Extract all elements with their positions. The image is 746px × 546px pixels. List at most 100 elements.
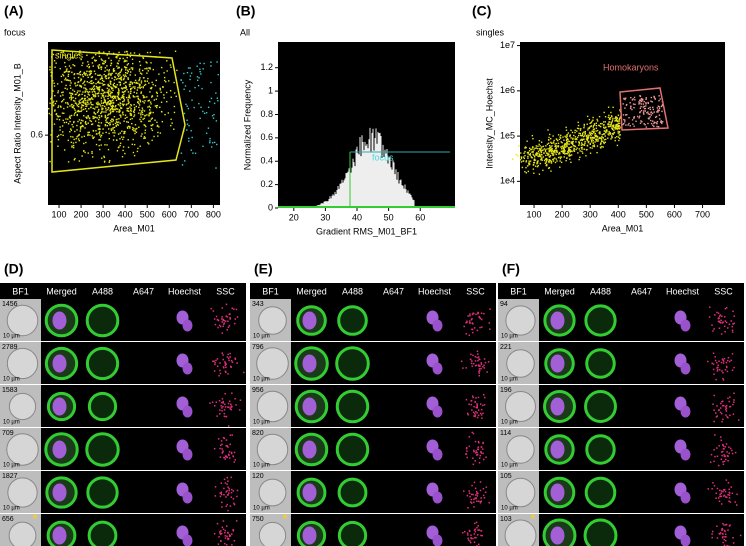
event-dot (98, 121, 100, 124)
event-dot (76, 73, 78, 75)
event-dot (605, 138, 607, 141)
event-dot (110, 86, 112, 88)
event-dot (160, 91, 162, 93)
ssc-dot (219, 372, 222, 375)
ssc-dot (468, 334, 471, 337)
event-dot (552, 158, 554, 161)
ssc-dot (225, 525, 228, 527)
event-dot (71, 92, 73, 95)
event-dot (77, 109, 80, 112)
event-dot (123, 100, 125, 102)
event-dot (578, 127, 580, 130)
ssc-dot (223, 437, 226, 440)
event-dot (130, 81, 132, 83)
event-dot (73, 120, 75, 123)
event-dot (655, 115, 658, 118)
event-dot (535, 154, 537, 156)
event-dot (124, 59, 126, 61)
event-dot (112, 123, 114, 126)
hoechst-nucleus (432, 534, 443, 546)
event-dot (49, 66, 51, 68)
event-dot (101, 108, 103, 111)
event-dot (548, 159, 550, 161)
ssc-dot (484, 361, 487, 364)
event-dot (129, 106, 131, 108)
event-dot (570, 161, 572, 164)
event-dot (65, 70, 67, 73)
event-dot (562, 150, 565, 153)
event-dot (98, 114, 100, 117)
ssc-dot (732, 403, 734, 406)
ssc-dot (465, 333, 468, 335)
ssc-dot (476, 492, 478, 494)
ssc-dot (477, 448, 479, 451)
hoechst-nucleus (182, 405, 193, 418)
population-name: focus (4, 27, 26, 37)
event-dot (62, 51, 65, 53)
event-dot (129, 118, 132, 121)
ssc-dot (230, 476, 233, 479)
event-dot (599, 143, 602, 146)
event-dot (86, 96, 89, 98)
event-dot (83, 142, 85, 145)
ssc-dot (476, 453, 479, 456)
event-dot (611, 135, 613, 137)
event-dot (111, 91, 113, 94)
event-dot (159, 52, 161, 54)
event-dot (81, 93, 83, 96)
ssc-dot (477, 440, 480, 443)
event-dot (556, 149, 558, 152)
event-dot (592, 116, 594, 119)
event-dot (545, 148, 547, 150)
event-dot (146, 62, 148, 64)
event-dot (591, 133, 594, 135)
event-dot (540, 141, 543, 143)
event-dot (617, 126, 620, 128)
event-dot (81, 124, 84, 127)
ssc-dot (476, 404, 478, 406)
event-dot (107, 114, 109, 116)
x-axis-label: Gradient RMS_M01_BF1 (316, 226, 417, 236)
event-dot (614, 117, 616, 120)
hoechst-nucleus (182, 448, 193, 461)
ssc-dot (479, 489, 482, 492)
ssc-dot (220, 491, 223, 494)
ssc-dot (716, 405, 718, 407)
event-dot (625, 124, 627, 126)
event-dot (58, 119, 61, 121)
ssc-dot (220, 493, 223, 496)
event-dot (78, 101, 81, 104)
event-dot (134, 132, 136, 135)
ssc-dot (717, 320, 720, 323)
event-dot (541, 149, 543, 152)
event-dot (599, 131, 601, 133)
event-dot (77, 120, 79, 123)
event-dot (633, 106, 635, 109)
a488-membrane (584, 476, 617, 509)
ssc-dot (222, 358, 224, 361)
event-dot (111, 121, 113, 123)
event-dot (660, 105, 663, 108)
event-dot (643, 113, 645, 115)
ssc-dot (489, 328, 491, 330)
ssc-dot (228, 487, 230, 490)
ssc-dot (221, 443, 223, 446)
event-dot (76, 91, 79, 94)
event-dot (101, 82, 103, 85)
ssc-dot (472, 457, 474, 459)
event-dot (72, 96, 74, 99)
event-dot (123, 82, 125, 85)
event-dot (557, 134, 560, 136)
ssc-dot (227, 532, 229, 534)
event-dot (69, 80, 72, 82)
event-dot (633, 96, 636, 99)
ssc-dot (476, 534, 479, 536)
event-dot (80, 110, 82, 113)
event-dot (85, 123, 87, 125)
event-dot (82, 108, 85, 111)
ssc-dot (714, 455, 716, 458)
event-dot (122, 94, 124, 97)
event-dot (121, 107, 123, 109)
event-dot (123, 103, 125, 106)
event-dot (134, 130, 136, 132)
